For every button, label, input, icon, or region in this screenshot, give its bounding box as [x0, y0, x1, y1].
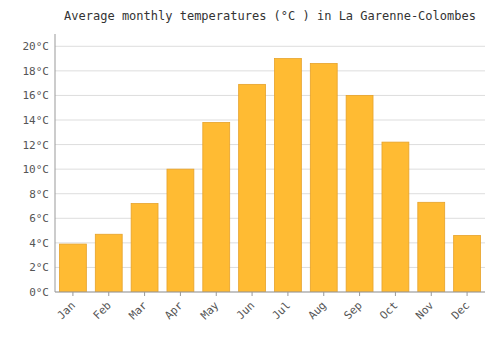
x-ticks: Jan Feb Mar Apr May Jun Jul Aug Sep Oct Nov Dec: [55, 292, 472, 322]
bars: [59, 59, 480, 292]
x-tick: [395, 292, 396, 296]
x-tick: [108, 292, 109, 296]
x-tick-label: Jun: [234, 299, 257, 322]
x-tick-label: Aug: [306, 299, 329, 322]
x-tick: [180, 292, 181, 296]
x-tick: [467, 292, 468, 296]
grid-line: [55, 144, 485, 145]
chart: Average monthly temperatures (°C ) in La…: [0, 0, 500, 350]
x-axis-line: [55, 292, 485, 293]
y-tick-label: 20°C: [23, 40, 50, 53]
x-tick: [144, 292, 145, 296]
x-tick-label: Feb: [91, 299, 114, 322]
bar: [239, 84, 266, 292]
y-tick-label: 6°C: [29, 212, 49, 225]
x-tick: [431, 292, 432, 296]
y-tick-label: 18°C: [23, 65, 50, 78]
grid-line: [55, 193, 485, 194]
x-tick: [287, 292, 288, 296]
x-tick-label: Dec: [449, 299, 472, 322]
bar: [418, 202, 445, 292]
y-tick-label: 2°C: [29, 261, 49, 274]
grid-line: [55, 120, 485, 121]
y-tick-label: 4°C: [29, 237, 49, 250]
x-tick-label: Oct: [377, 299, 400, 322]
grid-line: [55, 292, 485, 293]
bar: [454, 235, 481, 292]
grid-line: [55, 70, 485, 71]
bar: [131, 204, 158, 292]
x-tick: [72, 292, 73, 296]
grid-line: [55, 95, 485, 96]
bar: [203, 122, 230, 292]
x-tick: [252, 292, 253, 296]
bar: [346, 95, 373, 292]
bar: [310, 63, 337, 292]
x-tick: [323, 292, 324, 296]
bar: [382, 142, 409, 292]
grid-line: [55, 169, 485, 170]
y-tick-label: 12°C: [23, 139, 50, 152]
bar: [95, 234, 122, 292]
y-axis-line: [55, 34, 56, 292]
x-tick-label: Jan: [55, 299, 78, 322]
bar: [167, 169, 194, 292]
y-tick-label: 16°C: [23, 89, 50, 102]
y-grid: [55, 46, 485, 292]
title: Average monthly temperatures (°C ) in La…: [64, 9, 476, 23]
x-tick-label: Mar: [126, 299, 150, 323]
x-tick-label: May: [198, 299, 222, 323]
x-tick-label: Sep: [341, 299, 364, 322]
bar: [59, 244, 86, 292]
y-tick-labels: 0°C 2°C 4°C 6°C 8°C 10°C 12°C 14°C 16°C 18°C 20°C: [23, 40, 50, 299]
y-tick-label: 14°C: [23, 114, 50, 127]
x-tick-label: Apr: [162, 299, 186, 323]
x-tick-label: Jul: [270, 299, 293, 322]
x-tick: [359, 292, 360, 296]
x-tick-label: Nov: [413, 299, 437, 323]
x-tick: [216, 292, 217, 296]
y-tick-label: 8°C: [29, 188, 49, 201]
bar: [274, 59, 301, 292]
grid-line: [55, 46, 485, 47]
y-tick-label: 10°C: [23, 163, 50, 176]
y-tick-label: 0°C: [29, 286, 49, 299]
